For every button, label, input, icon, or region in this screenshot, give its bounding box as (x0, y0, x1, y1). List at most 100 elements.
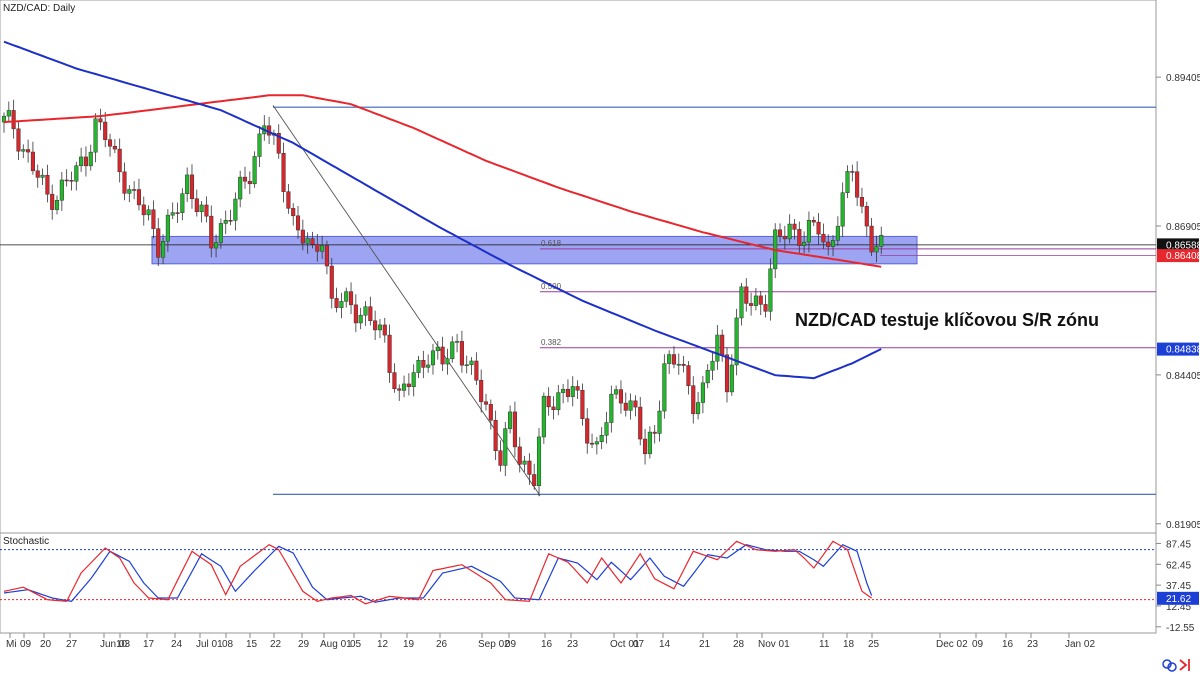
price-tag-label-1: 0.86408 (1166, 251, 1200, 262)
candle-body-145 (700, 382, 705, 403)
candle-body-77 (373, 320, 378, 331)
candle-body-21 (103, 121, 108, 140)
price-tag-2 (1157, 342, 1199, 356)
candle-body-10 (50, 193, 55, 210)
x-tick-label-14: 05 (350, 639, 362, 650)
candle-body-165 (797, 229, 802, 246)
candle-body-86 (416, 360, 421, 373)
candle-body-47 (228, 219, 233, 222)
candle-body-122 (589, 442, 595, 445)
candle-body-99 (479, 379, 484, 403)
candle-body-121 (585, 418, 590, 444)
candle-body-118 (570, 386, 575, 397)
x-tick-label-27: Nov 01 (758, 639, 790, 650)
candle-body-68 (329, 265, 334, 299)
price-tag-label-0: 0.86588 (1166, 240, 1200, 251)
sr-zone (151, 235, 918, 265)
candle-body-110 (532, 474, 537, 486)
candle-body-11 (54, 200, 60, 210)
price-tick-label-0: 0.89405 (1166, 73, 1200, 84)
candle-body-142 (686, 365, 691, 386)
candle-body-144 (696, 402, 701, 415)
candle-body-5 (26, 149, 31, 153)
candle-body-104 (503, 428, 508, 466)
x-tick-label-8: Jul 01 (196, 639, 223, 650)
x-tick-label-25: 21 (699, 639, 711, 650)
candle-body-33 (161, 240, 166, 258)
x-tick-label-19: 09 (505, 639, 517, 650)
candle-body-171 (826, 241, 831, 247)
candle-body-70 (339, 301, 344, 308)
candle-body-36 (175, 212, 180, 214)
candle-body-172 (830, 240, 836, 247)
candle-body-135 (652, 431, 657, 434)
candle-body-162 (782, 235, 787, 240)
scroll-right-icon[interactable] (1179, 659, 1190, 671)
candle-body-181 (874, 246, 879, 253)
x-tick-label-0: Mi (6, 639, 17, 650)
candle-body-78 (377, 324, 383, 331)
candle-body-17 (83, 156, 88, 167)
candle-body-177 (855, 171, 860, 198)
candle-body-170 (821, 233, 826, 243)
candle-body-51 (247, 180, 252, 185)
x-tick-label-33: 16 (1002, 639, 1014, 650)
candle-body-45 (218, 223, 223, 243)
candle-body-4 (21, 149, 26, 152)
candle-body-112 (541, 395, 546, 438)
x-tick-label-32: 09 (972, 639, 984, 650)
candle-body-163 (787, 223, 792, 240)
candle-body-115 (556, 392, 561, 411)
stoch-tick-label-1: 62.45 (1166, 560, 1191, 571)
fib-label-0: 0.618 (541, 239, 562, 248)
candle-body-123 (594, 441, 599, 445)
candle-body-132 (638, 406, 643, 440)
candle-body-20 (98, 118, 103, 123)
candle-body-30 (146, 209, 151, 216)
x-tick-label-31: Dec 02 (936, 639, 968, 650)
price-tag-label-2: 0.84838 (1166, 345, 1200, 356)
candle-body-44 (214, 242, 219, 249)
candle-body-63 (305, 238, 310, 244)
candle-body-67 (324, 245, 329, 267)
candle-body-120 (580, 389, 585, 419)
candle-body-76 (368, 306, 373, 322)
candle-body-16 (79, 156, 84, 166)
candle-body-126 (609, 393, 614, 423)
x-tick-label-5: 10 (116, 639, 128, 650)
candle-body-117 (565, 388, 570, 397)
main-pane-frame (0, 0, 1157, 534)
candle-body-146 (705, 369, 710, 384)
stoch-tag (1157, 591, 1199, 605)
candle-body-75 (363, 306, 368, 316)
candle-body-119 (575, 386, 580, 391)
x-tick-label-13: Aug 01 (320, 639, 352, 650)
candle-body-50 (242, 176, 248, 182)
candle-body-161 (777, 229, 783, 237)
candle-body-57 (276, 132, 281, 154)
candle-body-43 (209, 215, 214, 249)
candle-body-91 (440, 346, 445, 365)
candle-body-90 (435, 346, 440, 352)
candle-body-22 (107, 139, 113, 147)
candle-body-42 (204, 204, 209, 217)
candle-body-106 (512, 411, 517, 448)
candle-body-131 (633, 400, 638, 408)
candle-body-169 (816, 221, 821, 235)
candle-body-151 (729, 364, 734, 393)
candle-body-71 (344, 291, 349, 302)
price-tick-label-2: 0.84405 (1166, 371, 1200, 382)
candle-body-92 (445, 358, 450, 365)
x-tick-label-17: 26 (436, 639, 448, 650)
candle-body-84 (406, 383, 411, 387)
candle-body-81 (392, 372, 397, 389)
candle-body-107 (517, 446, 522, 465)
candle-body-127 (614, 389, 619, 395)
sync-icon[interactable] (1162, 659, 1177, 672)
candle-body-61 (295, 215, 301, 231)
candle-body-149 (720, 334, 725, 356)
candle-body-108 (522, 460, 527, 465)
stoch-k-line (3, 540, 872, 605)
candle-body-157 (758, 295, 763, 305)
